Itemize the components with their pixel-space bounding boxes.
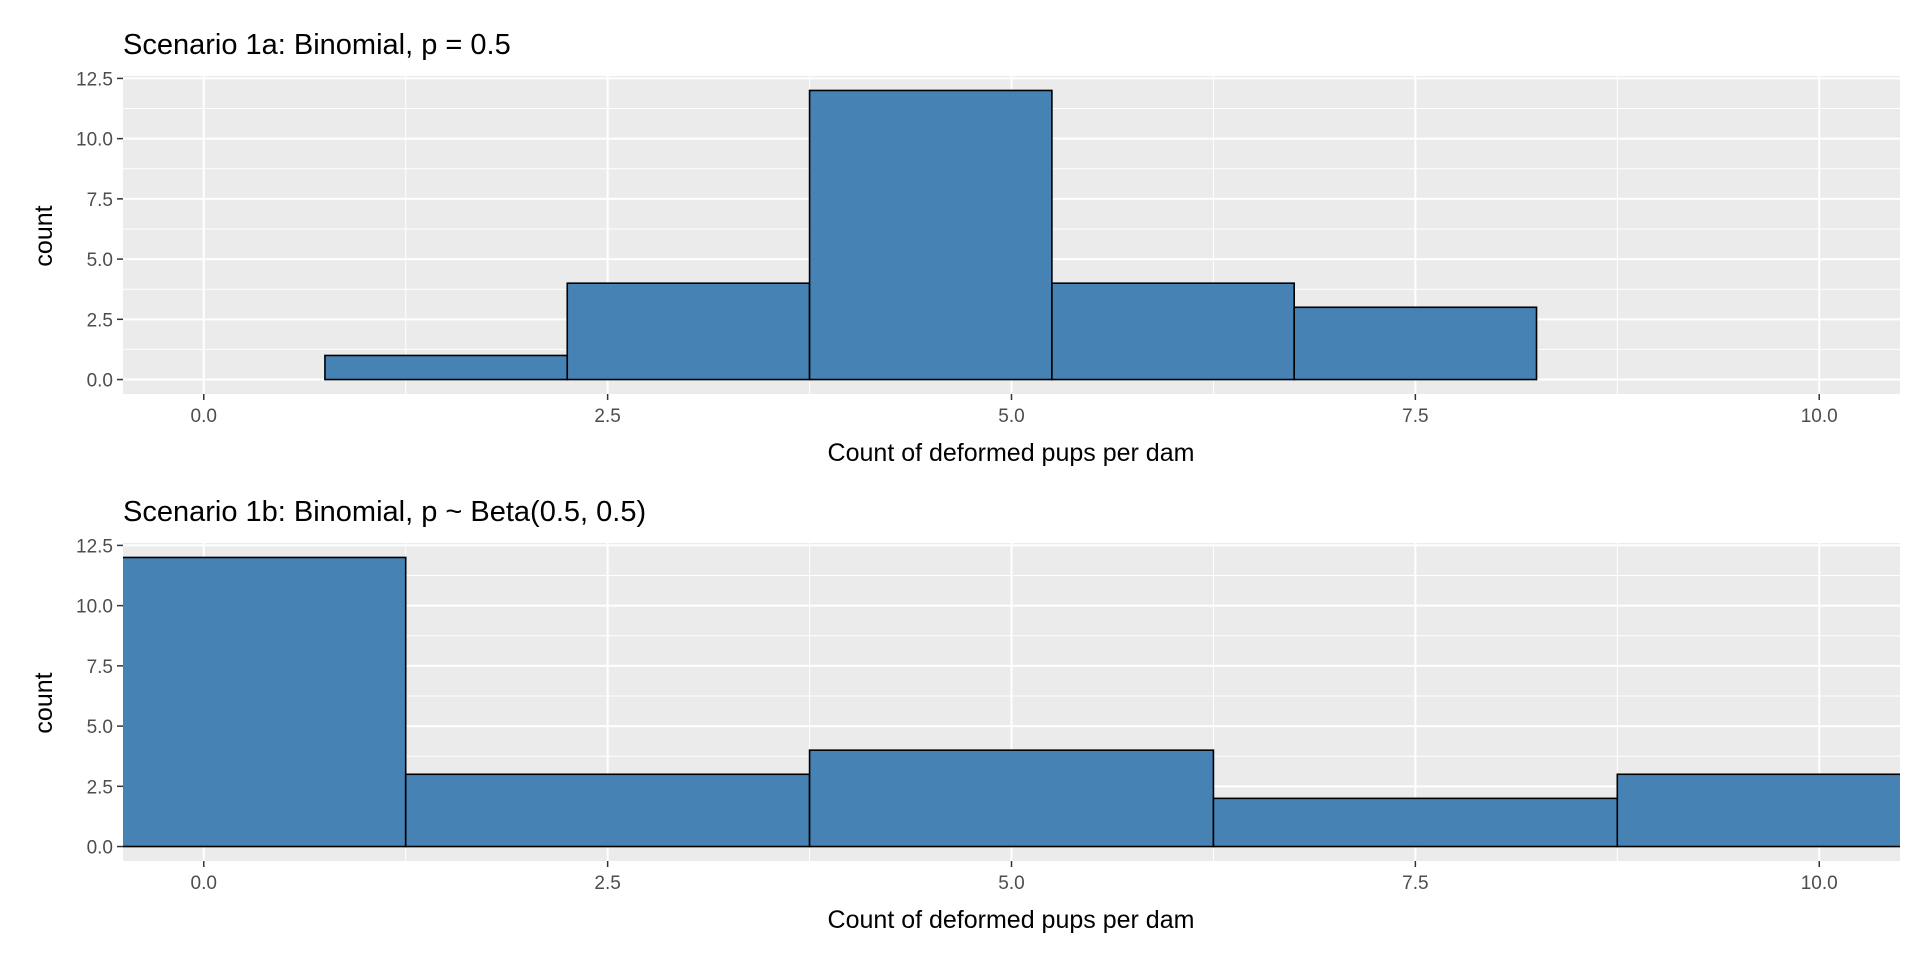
y-tick-label: 5.0 <box>87 250 113 271</box>
panel-scenario-1a: 0.0 2.5 5.0 7.5 10.0 12.5 0.0 2.5 5.0 7.5 10.0 <box>76 69 1900 427</box>
x-tick-label: 2.5 <box>594 406 620 427</box>
histogram-bar-scenario-1a-3 <box>808 89 1053 381</box>
x-tick-label: 10.0 <box>1801 406 1838 427</box>
x-tick-label: 2.5 <box>594 873 620 894</box>
x-tick-label: 7.5 <box>1402 873 1428 894</box>
y-tick-label: 10.0 <box>76 597 113 618</box>
chart-title-scenario-1b: Scenario 1b: Binomial, p ~ Beta(0.5, 0.5… <box>123 496 646 528</box>
x-tick-label: 0.0 <box>191 406 217 427</box>
histogram-bar-scenario-1a-5 <box>1293 306 1538 381</box>
y-tick-label: 2.5 <box>87 310 113 331</box>
plot-layer: 0.0 2.5 5.0 7.5 10.0 12.5 0.0 2.5 5.0 7.5 10.0 0.0 2… <box>76 69 1900 894</box>
x-tick-label: 10.0 <box>1801 873 1838 894</box>
y-tick-label: 10.0 <box>76 130 113 151</box>
chart-title-scenario-1a: Scenario 1a: Binomial, p = 0.5 <box>123 29 511 61</box>
x-tick-label: 5.0 <box>998 406 1024 427</box>
x-tick-label: 0.0 <box>191 873 217 894</box>
y-tick-label: 12.5 <box>76 536 113 557</box>
y-tick-label: 0.0 <box>87 838 113 859</box>
x-tick-label: 5.0 <box>998 873 1024 894</box>
y-tick-label: 12.5 <box>76 69 113 90</box>
x-axis-title-scenario-1a: Count of deformed pups per dam <box>828 439 1195 467</box>
x-axis-title-scenario-1b: Count of deformed pups per dam <box>828 906 1195 934</box>
y-axis-title-scenario-1b: count <box>30 672 58 733</box>
bars-scenario-1b <box>123 556 1900 848</box>
y-axis-title-scenario-1a: count <box>30 205 58 266</box>
histogram-bar-scenario-1b-1 <box>123 556 407 848</box>
histogram-bar-scenario-1b-5 <box>1616 773 1900 848</box>
y-tick-label: 2.5 <box>87 777 113 798</box>
bars-scenario-1a <box>324 89 1538 381</box>
histogram-bar-scenario-1b-4 <box>1212 797 1619 848</box>
histogram-bar-scenario-1b-2 <box>404 773 811 848</box>
panel-scenario-1b: 0.0 2.5 5.0 7.5 10.0 12.5 0.0 2.5 5.0 7.5 10.0 <box>76 536 1900 894</box>
histogram-bar-scenario-1a-1 <box>324 354 569 381</box>
x-tick-label: 7.5 <box>1402 406 1428 427</box>
y-tick-label: 7.5 <box>87 657 113 678</box>
y-tick-label: 5.0 <box>87 717 113 738</box>
histogram-bar-scenario-1b-3 <box>808 749 1215 848</box>
histogram-bar-scenario-1a-4 <box>1051 282 1296 381</box>
histogram-bar-scenario-1a-2 <box>566 282 811 381</box>
y-tick-label: 0.0 <box>87 371 113 392</box>
y-tick-label: 7.5 <box>87 190 113 211</box>
